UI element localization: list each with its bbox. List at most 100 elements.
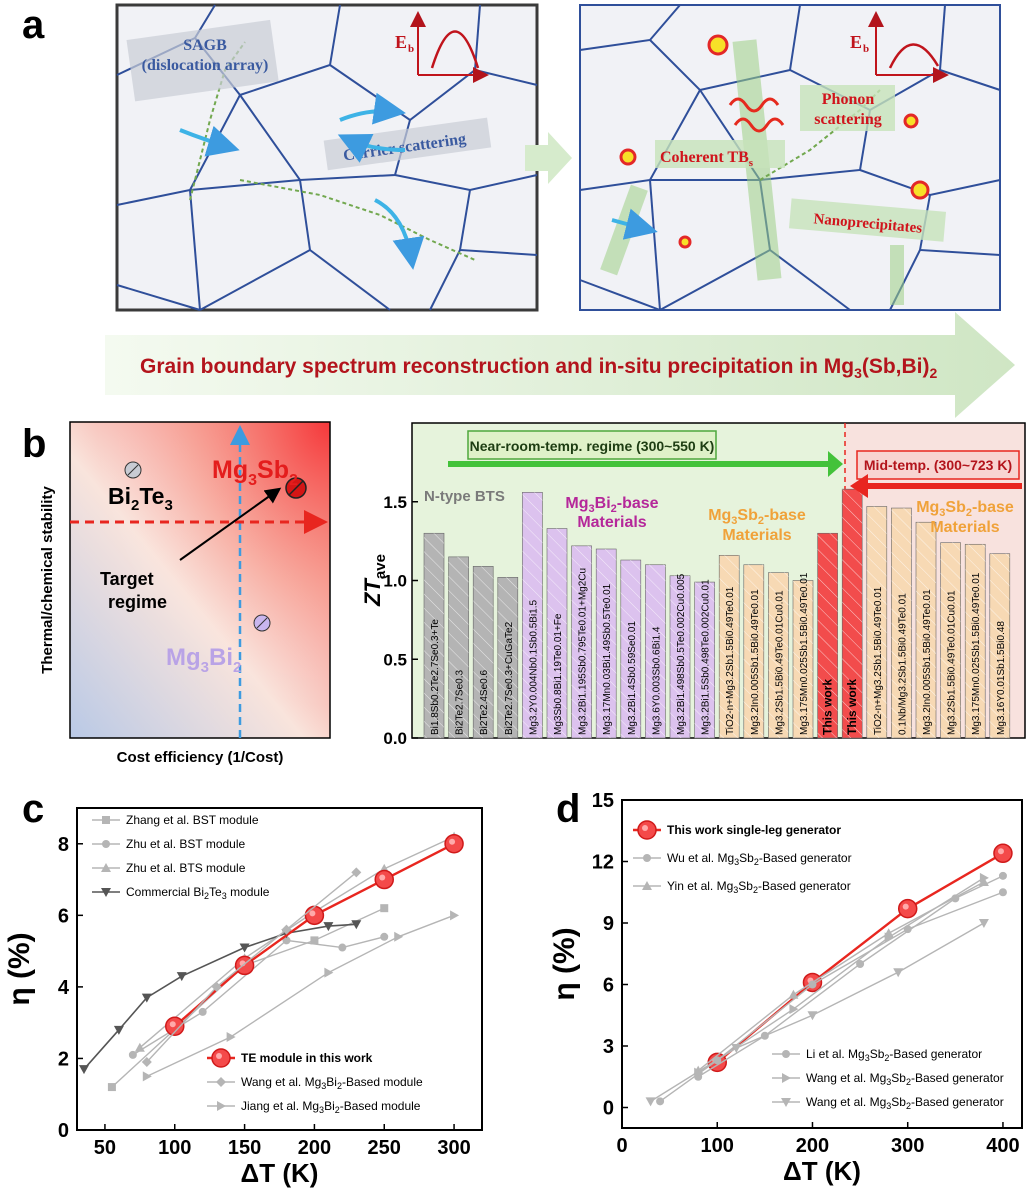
panel-a-transition-arrow: [525, 132, 572, 184]
y-tick-label: 0: [603, 1098, 614, 1120]
legend-marker: [643, 854, 651, 862]
series-point: [338, 943, 347, 952]
x-tick-label: 200: [796, 1135, 829, 1157]
efficiency-chart-c: 50 100 150 200 250 300 0 2 4 6 8 ΔT (K) η (%): [3, 807, 483, 1188]
legend-c-commercial: Commercial Bi2Te3 module: [126, 885, 270, 901]
y-tick-label: 2: [58, 1048, 69, 1070]
banner-arrow: [105, 312, 1015, 418]
zt-bar-hatch: [866, 506, 887, 738]
nanoprecipitate-1: [707, 34, 729, 56]
x-tick-label: 400: [986, 1135, 1019, 1157]
series-point: [310, 936, 319, 945]
series-point: [211, 981, 222, 992]
panel-a-left-diagram: SAGB (dislocation array) Carrier scatter…: [115, 3, 539, 312]
zt-ytick-label: 0.0: [383, 729, 407, 748]
eb-label-left: E: [395, 32, 407, 52]
efficiency-chart-d: 0 100 200 300 400 0 3 6 9 12 15 ΔT (K) η (%): [548, 790, 1023, 1186]
group-label-mg3bi2-2: Materials: [577, 514, 646, 531]
zt-y-axis: 0.0 0.5 1.0 1.5: [383, 493, 418, 748]
x-tick-label: 300: [437, 1137, 470, 1159]
series-point: [449, 838, 456, 845]
series-point: [884, 932, 894, 943]
legend-c-zhang: Zhang et al. BST module: [126, 813, 259, 827]
zt-bar-label: Mg3.2In0.005Sb1.5Bi0.49Te0.01: [750, 589, 761, 735]
panel-label-d: d: [556, 787, 580, 831]
legend-marker: [782, 1073, 791, 1083]
zt-bar-label: Mg3.2In0.005Sb1.5Bi0.49Te0.01: [922, 589, 933, 735]
y-tick-label: 9: [603, 913, 614, 935]
group-label-mg3sb2-right: Mg3Sb2-base: [916, 499, 1014, 519]
x-tick-label: 150: [228, 1137, 261, 1159]
series-line: [83, 923, 357, 1070]
series-point: [107, 1083, 116, 1092]
y-tick-label: 8: [58, 834, 69, 856]
zt-bar-hatch: [571, 545, 592, 738]
series-point: [979, 872, 989, 883]
zt-bar-label: Bi2Te2.4Se0.6: [479, 670, 490, 735]
series-line: [697, 877, 985, 1074]
legend-marker: [102, 840, 110, 848]
phonon-wave-1: [728, 97, 780, 113]
nanoprecipitate-2: [619, 148, 637, 166]
panel-c: c 50 100 150 200 250 300 0 2 4 6 8 ΔT (K) η (%) Zhan…: [3, 787, 483, 1188]
zt-bar-hatch: [719, 555, 740, 738]
zt-bar-label: Mg3.2Sb1.5Bi0.49Te0.01Cu0.01: [947, 590, 958, 735]
legend-d-li: Li et al. Mg3Sb2-Based generator: [806, 1047, 982, 1063]
group-label-mg3bi2: Mg3Bi2-base: [565, 495, 658, 515]
legend-d-wu: Wu et al. Mg3Sb2-Based generator: [667, 851, 852, 867]
zt-bar-label: Bi2Te2.7Se0.3+CuGaTe2: [504, 621, 515, 735]
group-label-bts: N-type BTS: [424, 488, 505, 505]
target-label-1: Target: [100, 569, 154, 589]
eb-inset-left: E b: [395, 11, 489, 83]
sagb-label-1: SAGB: [183, 37, 227, 54]
eb-sub-right: b: [863, 43, 869, 55]
panel-a: a SAGB (d: [22, 3, 1015, 418]
plot-frame: [76, 807, 483, 1131]
x-axis-label: ΔT (K): [241, 1158, 319, 1188]
y-tick-label: 6: [603, 975, 614, 997]
series-point: [309, 910, 316, 917]
zt-bar-hatch: [793, 580, 813, 738]
legend-d-wang2: Wang et al. Mg3Sb2-Based generator: [806, 1095, 1004, 1111]
x-tick-label: 200: [298, 1137, 331, 1159]
y-tick-label: 0: [58, 1120, 69, 1142]
series-point: [141, 1057, 152, 1068]
carrier-arrow-1: [179, 125, 240, 157]
zt-ylabel: ZTave: [360, 554, 389, 607]
series-point: [694, 1067, 704, 1078]
series-point: [978, 919, 989, 928]
y-tick-label: 15: [592, 790, 614, 812]
zt-bar-hatch: [743, 564, 764, 738]
y-tick-label: 12: [592, 852, 614, 874]
phonon-label-1: Phonon: [822, 91, 875, 108]
series-point: [997, 848, 1004, 855]
series-point: [198, 1007, 207, 1016]
zt-bar-label: Mg3.175Mn0.025Sb1.5Bi0.49Te0.01: [971, 572, 982, 735]
phonon-label-bg: [800, 85, 895, 131]
zt-bar-hatch: [916, 522, 936, 738]
panel-label-c: c: [22, 787, 44, 831]
series-point: [226, 1031, 236, 1042]
zt-bar-label: TiO2-n+Mg3.2Sb1.5Bi0.49Te0.01: [725, 586, 736, 735]
zt-bar-label: Mg3.17Mn0.03Bi1.49Sb0.5Te0.01: [602, 583, 613, 735]
series-point: [380, 904, 389, 913]
zt-bar-label: Mg3.6Y0.003Sb0.6Bi1.4: [651, 626, 662, 735]
legend-c: Zhang et al. BST module Zhu et al. BST m…: [126, 813, 423, 1115]
coherent-label-bg: [655, 140, 785, 168]
series-point: [379, 874, 386, 881]
mg3bi2-label: Mg3Bi2: [166, 644, 241, 676]
mid-temp-label: Mid-temp. (300~723 K): [864, 457, 1012, 473]
panel-b-left: b Bi2Te3 Mg3Sb2 Mg3Bi2 Target regime The…: [22, 421, 331, 766]
banner-text: Grain boundary spectrum reconstruction a…: [140, 355, 938, 381]
panel-label-b: b: [22, 422, 46, 466]
series-point: [176, 972, 187, 982]
legend-marker: [216, 1053, 222, 1059]
zt-bar-hatch: [842, 489, 863, 738]
zt-bar-hatch: [694, 582, 715, 738]
carrier-arrow-4: [374, 198, 425, 270]
mid-temp-box: [856, 450, 1020, 480]
y-tick-label: 4: [58, 977, 70, 999]
panel-d: d 0 100 200 300 400 0 3 6 9 12 15 ΔT (K) η (%) This …: [548, 787, 1023, 1186]
series-point: [998, 888, 1007, 897]
